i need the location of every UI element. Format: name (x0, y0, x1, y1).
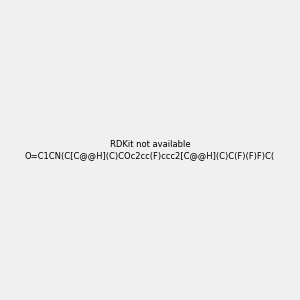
Text: RDKit not available
O=C1CN(C[C@@H](C)COc2cc(F)ccc2[C@@H](C)C(F)(F)F)C(: RDKit not available O=C1CN(C[C@@H](C)COc… (25, 140, 275, 160)
